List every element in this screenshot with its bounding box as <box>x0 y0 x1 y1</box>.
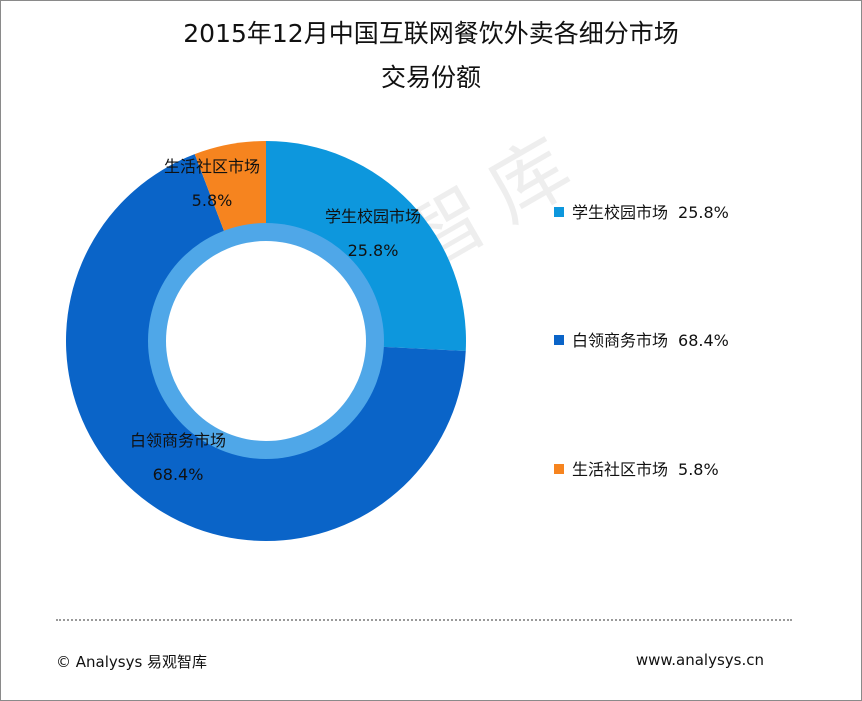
legend-value-3: 5.8% <box>678 460 719 479</box>
slice-labels: 学生校园市场 25.8% 白领商务市场 68.4% 生活社区市场 5.8% <box>130 157 421 484</box>
legend-item-3: 生活社区市场 5.8% <box>554 460 719 480</box>
slice-label-value-2: 68.4% <box>153 465 204 484</box>
copyright-text: © Analysys 易观智库 <box>56 653 208 671</box>
slice-label-value-1: 25.8% <box>348 241 399 260</box>
legend-item-1: 学生校园市场 25.8% <box>554 203 729 223</box>
footer-divider <box>56 619 792 621</box>
donut-center-hole <box>166 241 366 441</box>
slice-label-value-3: 5.8% <box>192 191 233 210</box>
legend-label-3: 生活社区市场 <box>572 460 669 479</box>
legend-swatch-3 <box>554 464 564 474</box>
chart-title: 2015年12月中国互联网餐饮外卖各细分市场 交易份额 <box>0 14 862 98</box>
slice-label-name-2: 白领商务市场 <box>130 431 226 450</box>
legend-label-2: 白领商务市场 <box>572 331 669 350</box>
legend-swatch-1 <box>554 207 564 217</box>
chart-title-line-2: 交易份额 <box>380 63 481 92</box>
website-link[interactable]: www.analysys.cn <box>635 651 764 669</box>
legend-swatch-2 <box>554 335 564 345</box>
legend-label-1: 学生校园市场 <box>572 203 669 222</box>
chart-title-line-1: 2015年12月中国互联网餐饮外卖各细分市场 <box>183 19 679 48</box>
slice-label-name-1: 学生校园市场 <box>325 207 421 226</box>
legend-value-1: 25.8% <box>678 203 729 222</box>
legend-item-2: 白领商务市场 68.4% <box>554 331 729 351</box>
slice-label-name-3: 生活社区市场 <box>164 157 260 176</box>
legend-value-2: 68.4% <box>678 331 729 350</box>
